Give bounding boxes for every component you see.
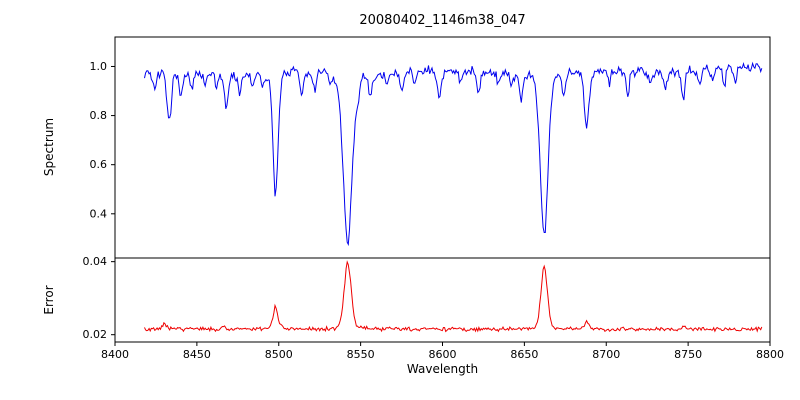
x-axis-label: Wavelength: [406, 362, 479, 376]
x-tick-label: 8700: [592, 348, 620, 361]
spectrum-line: [144, 61, 763, 247]
x-tick-label: 8800: [756, 348, 784, 361]
y-tick-label: 0.4: [90, 207, 108, 220]
y-tick-label: 0.02: [83, 328, 108, 341]
x-tick-label: 8450: [183, 348, 211, 361]
x-tick-label: 8750: [674, 348, 702, 361]
x-tick-label: 8600: [429, 348, 457, 361]
y-tick-label: 0.04: [83, 255, 108, 268]
x-tick-label: 8650: [510, 348, 538, 361]
x-tick-label: 8400: [101, 348, 129, 361]
y-tick-label: 0.6: [90, 158, 108, 171]
x-tick-label: 8500: [265, 348, 293, 361]
y-tick-label: 1.0: [90, 60, 108, 73]
y-tick-label: 0.8: [90, 109, 108, 122]
error-line: [144, 260, 763, 333]
chart-title: 20080402_1146m38_047: [359, 13, 526, 28]
x-tick-label: 8550: [347, 348, 375, 361]
